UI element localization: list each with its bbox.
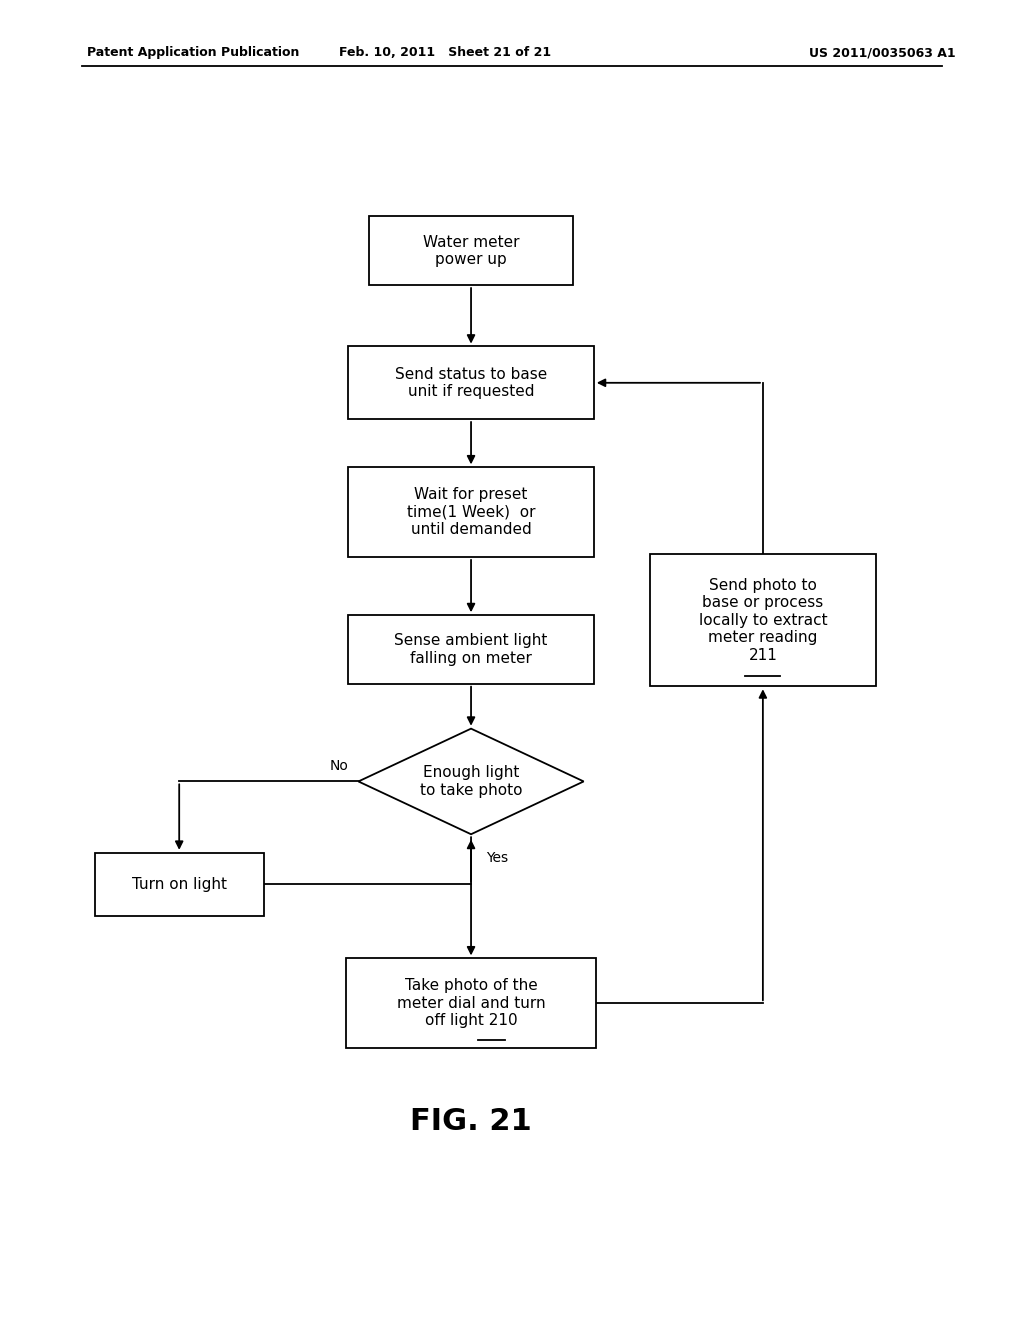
Text: Take photo of the
meter dial and turn
off light 210: Take photo of the meter dial and turn of… bbox=[396, 978, 546, 1028]
FancyBboxPatch shape bbox=[650, 554, 876, 686]
FancyBboxPatch shape bbox=[348, 467, 594, 557]
Text: Turn on light: Turn on light bbox=[132, 876, 226, 892]
Text: Water meter
power up: Water meter power up bbox=[423, 235, 519, 267]
Text: Enough light
to take photo: Enough light to take photo bbox=[420, 766, 522, 797]
FancyBboxPatch shape bbox=[348, 615, 594, 684]
Text: Yes: Yes bbox=[486, 851, 509, 865]
FancyBboxPatch shape bbox=[346, 958, 596, 1048]
Text: Wait for preset
time(1 Week)  or
until demanded: Wait for preset time(1 Week) or until de… bbox=[407, 487, 536, 537]
Text: FIG. 21: FIG. 21 bbox=[411, 1107, 531, 1137]
Text: Patent Application Publication: Patent Application Publication bbox=[87, 46, 299, 59]
Text: US 2011/0035063 A1: US 2011/0035063 A1 bbox=[809, 46, 955, 59]
Text: Send photo to
base or process
locally to extract
meter reading
211: Send photo to base or process locally to… bbox=[698, 578, 827, 663]
Polygon shape bbox=[358, 729, 584, 834]
FancyBboxPatch shape bbox=[94, 853, 264, 916]
Text: No: No bbox=[330, 759, 348, 772]
Text: Send status to base
unit if requested: Send status to base unit if requested bbox=[395, 367, 547, 399]
FancyBboxPatch shape bbox=[369, 216, 573, 285]
Text: Sense ambient light
falling on meter: Sense ambient light falling on meter bbox=[394, 634, 548, 665]
FancyBboxPatch shape bbox=[348, 346, 594, 420]
Text: Feb. 10, 2011   Sheet 21 of 21: Feb. 10, 2011 Sheet 21 of 21 bbox=[339, 46, 552, 59]
